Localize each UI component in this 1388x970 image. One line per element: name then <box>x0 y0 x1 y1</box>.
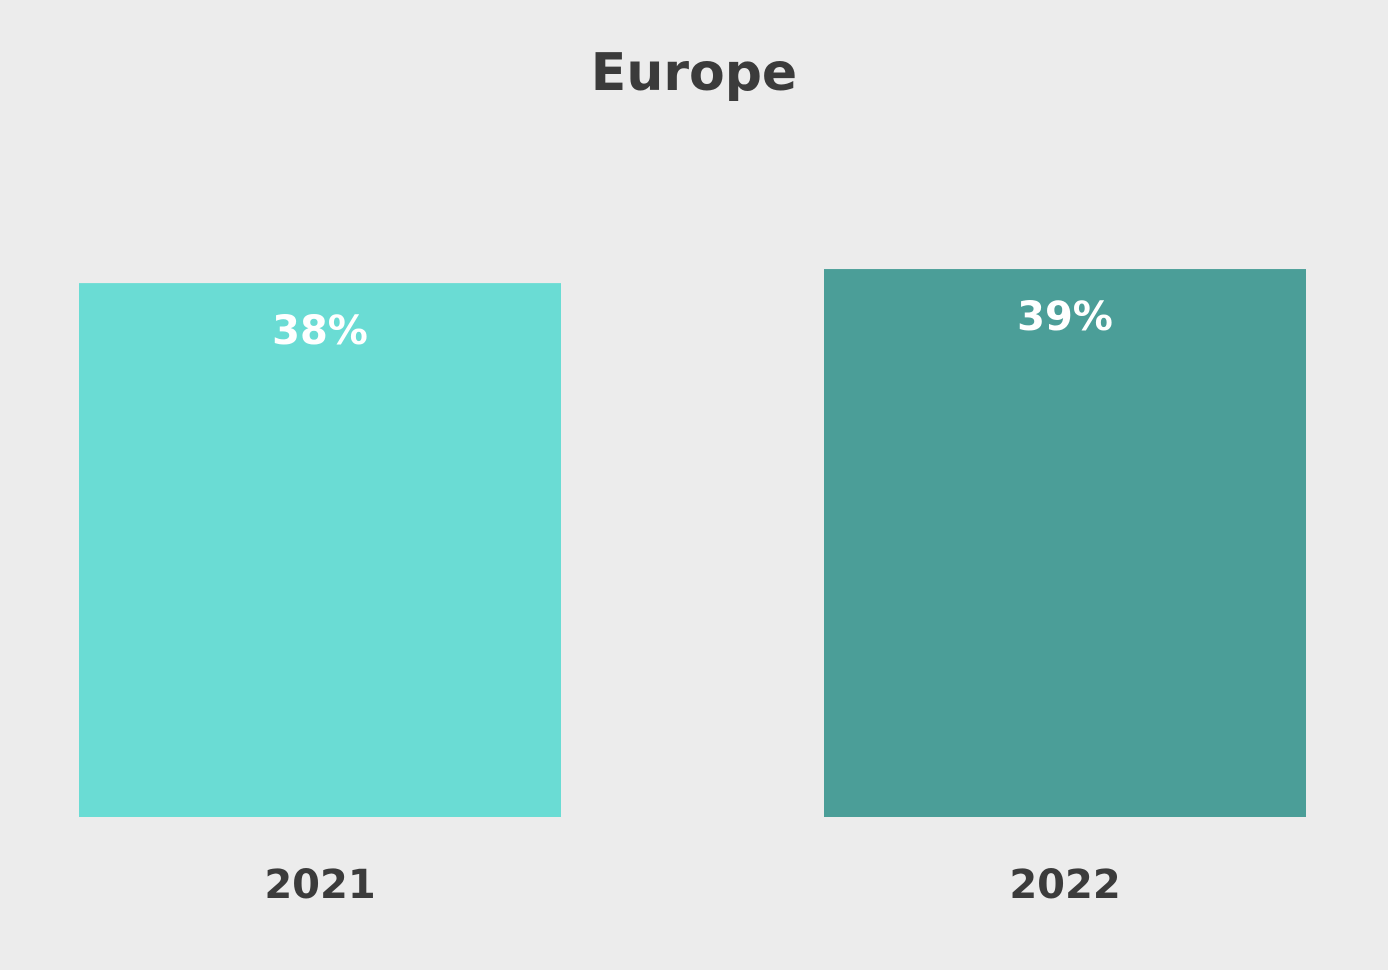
x-tick-label: 2022 <box>1009 862 1120 908</box>
x-tick-label: 2021 <box>264 862 375 908</box>
bar <box>824 269 1306 817</box>
chart-title: Europe <box>591 43 797 103</box>
value-label: 38% <box>272 308 368 354</box>
value-label: 39% <box>1017 294 1113 340</box>
bar <box>79 283 561 818</box>
